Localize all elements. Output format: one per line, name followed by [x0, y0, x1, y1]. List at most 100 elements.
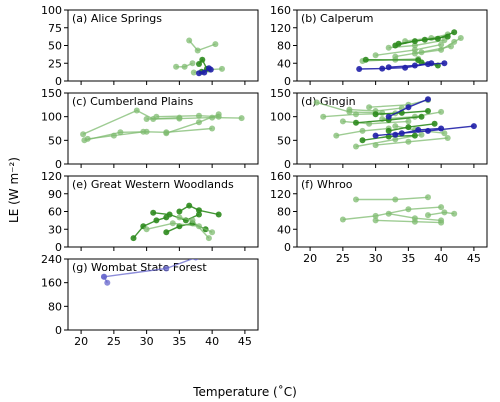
data-point	[418, 131, 425, 138]
data-point	[353, 196, 359, 203]
x-tick-label: 30	[369, 252, 383, 265]
panel-title: (e) Great Western Woodlands	[72, 178, 234, 191]
data-point	[415, 126, 422, 133]
data-point	[153, 217, 160, 224]
data-point	[176, 208, 183, 215]
data-point	[392, 53, 399, 60]
x-tick-label: 35	[172, 335, 186, 348]
data-point	[441, 60, 448, 67]
data-point	[405, 206, 412, 213]
series-line	[146, 116, 242, 120]
data-point	[196, 61, 202, 67]
y-tick-label: 50	[48, 40, 62, 53]
data-point	[150, 209, 157, 216]
y-tick-label: 80	[277, 40, 291, 53]
panel-frame	[67, 258, 259, 331]
data-point	[451, 29, 458, 36]
data-point	[346, 106, 353, 113]
series-group	[173, 37, 225, 77]
series-line	[342, 206, 442, 221]
x-tick-label: 40	[205, 335, 219, 348]
panel-frame	[67, 92, 259, 165]
data-point	[353, 143, 359, 150]
data-point	[196, 70, 202, 77]
y-tick-label: 50	[277, 134, 291, 147]
y-tick-label: 90	[48, 188, 62, 201]
data-point	[176, 214, 183, 221]
data-point	[117, 129, 124, 136]
panel-6: 0 40 80 120 160 20 25 30 35 40 45 (f) Whroo	[270, 170, 488, 265]
data-point	[133, 107, 140, 114]
data-point	[333, 132, 340, 139]
data-point	[80, 131, 87, 138]
x-tick-label: 20	[303, 252, 317, 265]
data-point	[176, 115, 183, 122]
data-point	[470, 123, 477, 130]
y-tick-label: 160	[41, 277, 62, 290]
data-point	[385, 127, 392, 134]
y-tick-label: 120	[270, 22, 291, 35]
data-point	[339, 216, 346, 223]
series-line	[179, 204, 219, 216]
data-point	[441, 130, 448, 137]
y-tick-label: 30	[48, 223, 62, 236]
data-point	[392, 131, 399, 138]
y-tick-label: 80	[277, 206, 291, 219]
data-point	[441, 209, 448, 216]
y-tick-label: 0	[55, 324, 62, 337]
data-point	[201, 69, 208, 76]
x-tick-label: 20	[74, 335, 88, 348]
data-point	[385, 64, 392, 71]
data-point	[444, 135, 451, 141]
data-point	[385, 113, 392, 120]
panels: 0 25 50 75 100 (a) Alice Springs 0 40 80 120 160 (b…	[41, 4, 488, 348]
panel-frame	[296, 92, 488, 165]
data-point	[411, 62, 418, 69]
data-point	[238, 115, 245, 122]
x-axis-label: Temperature (˚C)	[192, 384, 297, 399]
data-point	[186, 37, 193, 44]
data-point	[405, 124, 412, 131]
series-line	[369, 99, 429, 108]
series-group	[130, 202, 222, 242]
data-point	[320, 113, 327, 120]
data-point	[163, 130, 170, 137]
data-point	[212, 41, 219, 48]
data-point	[457, 35, 464, 41]
panel-7: 0 80 160 240 20 25 30 35 40 45 (g) Wombat State Fo…	[41, 253, 259, 348]
data-point	[313, 99, 320, 106]
data-point	[215, 111, 222, 118]
panel-title: (a) Alice Springs	[72, 12, 162, 25]
series-group	[356, 29, 464, 72]
data-point	[411, 215, 418, 222]
data-point	[205, 235, 212, 242]
data-point	[181, 63, 188, 70]
data-point	[379, 65, 386, 72]
data-point	[411, 38, 418, 45]
data-point	[130, 235, 137, 242]
data-point	[372, 52, 379, 59]
data-point	[209, 125, 216, 132]
y-tick-label: 60	[48, 206, 62, 219]
panel-title: (b) Calperum	[301, 12, 374, 25]
data-point	[411, 42, 418, 49]
panel-title: (g) Wombat State Forest	[72, 261, 207, 274]
series-line	[427, 211, 455, 216]
data-point	[196, 211, 202, 218]
data-point	[425, 194, 431, 201]
data-point	[372, 111, 379, 118]
y-tick-label: 0	[55, 75, 62, 88]
data-point	[392, 123, 399, 130]
x-tick-label: 45	[467, 252, 481, 265]
data-point	[173, 63, 180, 70]
data-point	[425, 212, 431, 219]
x-tick-label: 25	[107, 335, 121, 348]
data-point	[372, 132, 379, 139]
data-point	[190, 69, 197, 76]
series-line	[375, 125, 474, 137]
panel-1: 0 25 50 75 100 (a) Alice Springs	[41, 4, 259, 88]
panel-title: (f) Whroo	[301, 178, 353, 191]
data-point	[425, 108, 431, 114]
y-tick-label: 0	[55, 158, 62, 171]
